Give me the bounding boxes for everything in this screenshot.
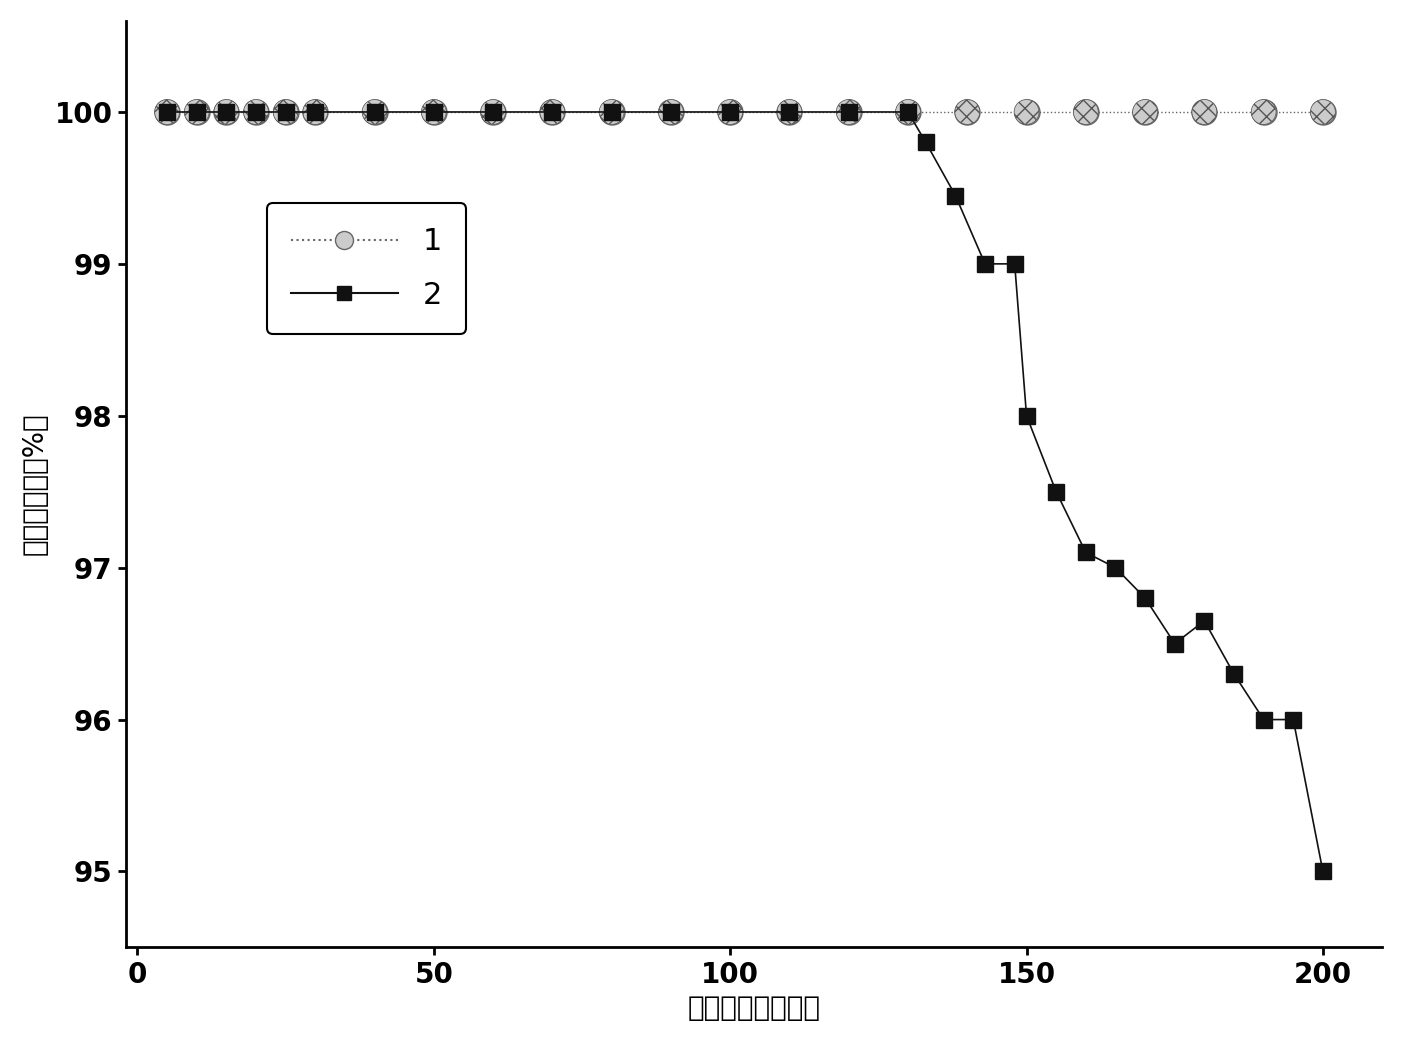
Point: [422, 103, 445, 120]
1: [217, 105, 234, 118]
Point: [304, 103, 327, 120]
Point: [1134, 103, 1156, 120]
2: [1136, 591, 1153, 604]
Point: [1193, 103, 1215, 120]
2: [307, 105, 324, 118]
1: [278, 105, 295, 118]
2: [781, 105, 798, 118]
Point: [542, 103, 564, 120]
2: [1226, 668, 1243, 680]
2: [1315, 866, 1331, 878]
1: [662, 105, 679, 118]
1: [603, 105, 620, 118]
1: [307, 105, 324, 118]
2: [188, 105, 205, 118]
1: [425, 105, 442, 118]
1: [781, 105, 798, 118]
1: [159, 105, 175, 118]
2: [662, 105, 679, 118]
2: [947, 189, 964, 201]
1: [247, 105, 264, 118]
2: [425, 105, 442, 118]
Point: [779, 103, 801, 120]
2: [899, 105, 916, 118]
2: [366, 105, 383, 118]
2: [544, 105, 561, 118]
Point: [1075, 103, 1097, 120]
Point: [1016, 103, 1038, 120]
1: [1256, 105, 1273, 118]
1: [484, 105, 501, 118]
1: [1078, 105, 1094, 118]
Point: [600, 103, 623, 120]
Point: [481, 103, 504, 120]
2: [976, 258, 993, 270]
2: [217, 105, 234, 118]
2: [721, 105, 738, 118]
1: [188, 105, 205, 118]
Y-axis label: 乙醇转化率（%）: 乙醇转化率（%）: [21, 413, 49, 556]
1: [1315, 105, 1331, 118]
Point: [156, 103, 178, 120]
Point: [718, 103, 741, 120]
X-axis label: 反应时间（小时）: 反应时间（小时）: [687, 994, 821, 1022]
2: [1195, 614, 1212, 627]
Point: [955, 103, 978, 120]
2: [484, 105, 501, 118]
1: [544, 105, 561, 118]
Point: [275, 103, 297, 120]
2: [1285, 713, 1302, 726]
Point: [838, 103, 860, 120]
1: [840, 105, 857, 118]
2: [1107, 561, 1124, 574]
Point: [215, 103, 237, 120]
Line: 1: 1: [154, 99, 1336, 124]
2: [1166, 637, 1183, 650]
Line: 2: 2: [160, 104, 1330, 879]
1: [1136, 105, 1153, 118]
2: [1019, 410, 1035, 422]
2: [1078, 547, 1094, 559]
2: [918, 136, 934, 148]
Legend: 1, 2: 1, 2: [267, 203, 466, 334]
2: [1006, 258, 1023, 270]
Point: [363, 103, 386, 120]
2: [159, 105, 175, 118]
2: [840, 105, 857, 118]
2: [1048, 485, 1065, 498]
1: [721, 105, 738, 118]
Point: [185, 103, 208, 120]
1: [899, 105, 916, 118]
1: [958, 105, 975, 118]
2: [278, 105, 295, 118]
1: [366, 105, 383, 118]
2: [1256, 713, 1273, 726]
1: [1019, 105, 1035, 118]
Point: [897, 103, 919, 120]
Point: [659, 103, 682, 120]
Point: [1312, 103, 1334, 120]
Point: [244, 103, 267, 120]
Point: [1253, 103, 1275, 120]
2: [247, 105, 264, 118]
1: [1195, 105, 1212, 118]
2: [603, 105, 620, 118]
